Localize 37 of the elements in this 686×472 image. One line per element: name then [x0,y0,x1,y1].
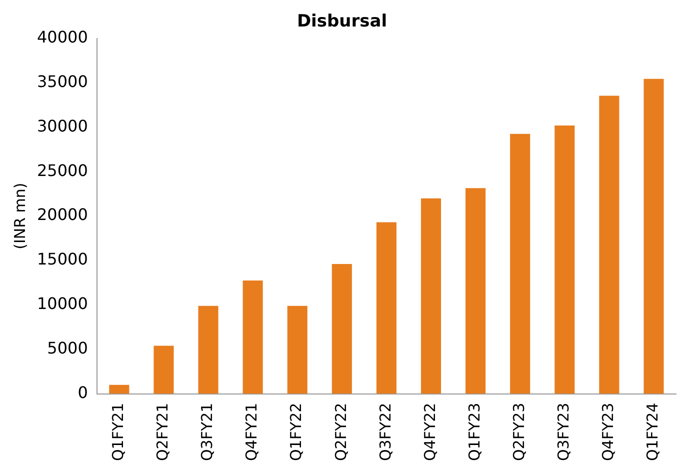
bar [109,384,130,394]
x-tick-label: Q3FY23 [554,402,573,462]
bar [554,125,575,394]
y-tick-label: 0 [78,382,88,402]
bar [510,134,530,394]
x-tick-label: Q3FY21 [198,402,216,462]
x-tick-label: Q2FY21 [154,402,172,462]
x-tick-label: Q1FY22 [287,402,306,462]
bar [599,96,620,394]
y-tick-label: 30000 [36,116,88,136]
chart-title: Disbursal [296,12,388,32]
bar [198,306,218,394]
y-tick-label: 25000 [36,160,88,180]
x-tick-label: Q1FY21 [109,402,128,462]
y-tick-label: 5000 [47,338,88,358]
bar [154,346,174,394]
x-tick-label: Q4FY21 [242,402,261,462]
x-tick-label: Q4FY23 [599,402,618,462]
bar [332,264,352,394]
bar [376,222,396,394]
x-tick-label: Q1FY23 [465,402,484,462]
x-tick-label: Q4FY22 [420,402,439,462]
x-tick-label: Q1FY24 [644,402,662,462]
bar [287,306,308,394]
y-tick-label: 35000 [36,72,88,91]
x-tick-label: Q3FY22 [376,402,394,462]
y-tick-label: 15000 [36,250,88,269]
y-axis-title: (INR mn) [10,182,29,250]
y-tick-label: 20000 [36,205,88,224]
x-tick-label: Q2FY23 [510,402,528,462]
bar [644,78,664,394]
y-tick-label: 40000 [36,28,88,47]
bar [242,280,263,394]
bar [420,198,442,394]
bar [466,188,486,394]
x-tick-label: Q2FY22 [332,402,350,462]
y-tick-label: 10000 [36,294,88,314]
